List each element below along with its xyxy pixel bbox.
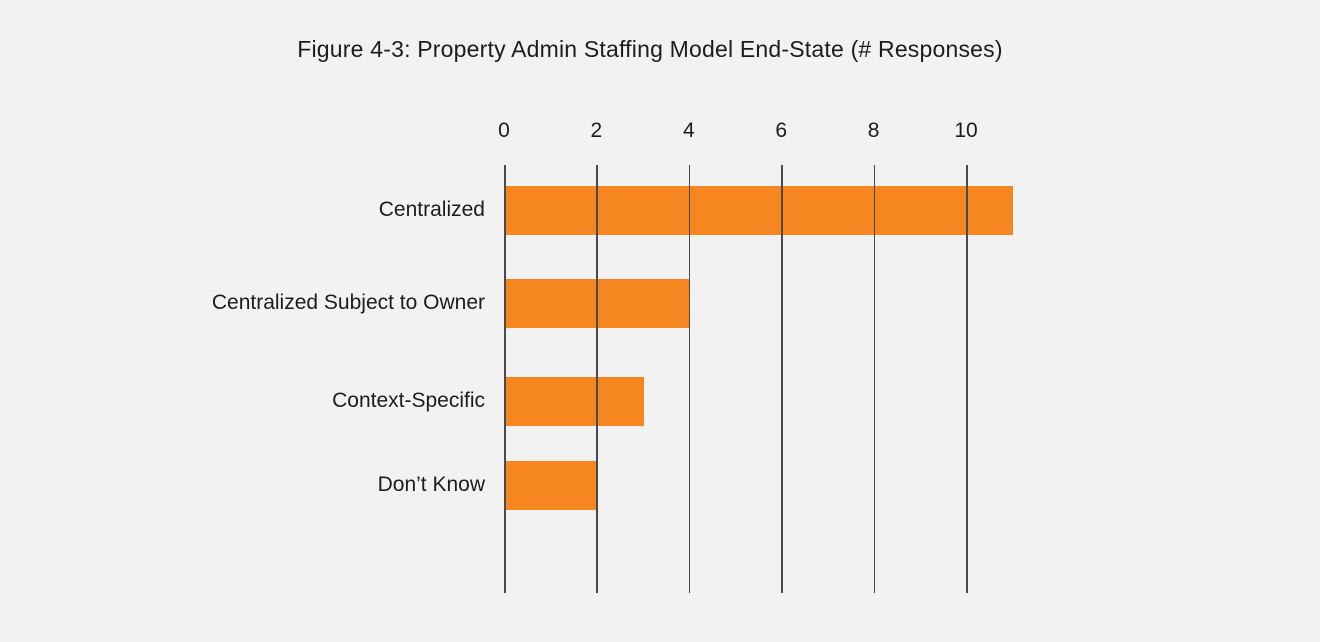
chart-title: Figure 4-3: Property Admin Staffing Mode… xyxy=(297,36,1003,62)
x-axis-tick-label: 2 xyxy=(590,119,603,142)
category-label: Context-Specific xyxy=(332,389,485,412)
x-axis-tick-label: 4 xyxy=(682,119,695,142)
category-label: Centralized xyxy=(378,198,485,221)
bar xyxy=(505,185,1014,235)
x-axis-tick-label: 8 xyxy=(867,119,880,142)
bar xyxy=(505,376,644,426)
x-axis-tick-label: 6 xyxy=(775,119,788,142)
category-label: Centralized Subject to Owner xyxy=(211,291,485,314)
gridline xyxy=(688,165,691,593)
x-axis-tick-label: 0 xyxy=(498,119,510,142)
x-axis-tick-label: 10 xyxy=(954,119,978,142)
category-label: Don’t Know xyxy=(377,473,485,496)
gridline xyxy=(966,165,968,593)
gridline xyxy=(873,165,876,593)
gridline xyxy=(504,165,506,593)
bar xyxy=(505,460,598,510)
gridline xyxy=(596,165,598,593)
gridline xyxy=(781,165,783,593)
